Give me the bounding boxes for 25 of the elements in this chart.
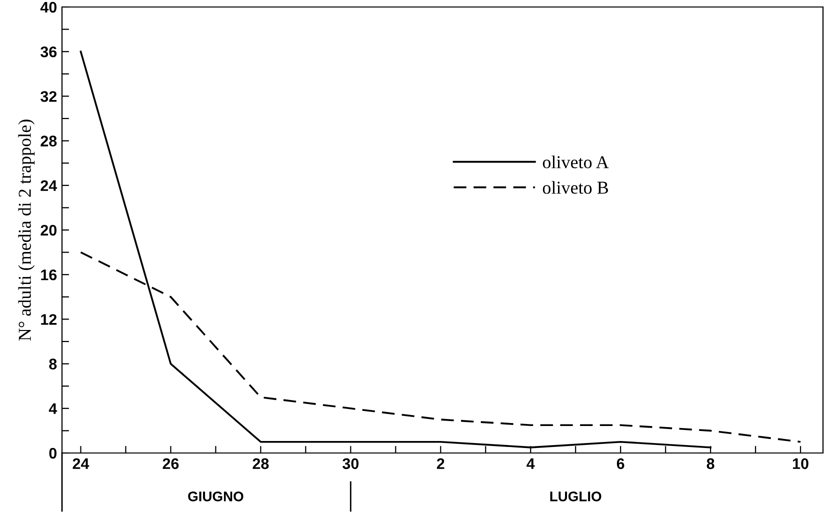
y-tick-label: 32 bbox=[40, 91, 57, 102]
y-tick-label: 8 bbox=[49, 358, 57, 370]
legend-label: oliveto B bbox=[542, 181, 608, 194]
y-tick-label: 28 bbox=[40, 136, 57, 146]
legend-label: oliveto A bbox=[542, 156, 609, 168]
x-tick-label: 4 bbox=[526, 458, 535, 469]
y-tick-label: 0 bbox=[49, 448, 57, 459]
text: GIUGNO bbox=[188, 491, 244, 502]
x-tick-label: 24 bbox=[72, 458, 90, 469]
x-tick-label: 26 bbox=[162, 458, 179, 470]
y-tick-label: 40 bbox=[40, 2, 57, 13]
y-tick-label: 36 bbox=[40, 46, 57, 58]
y-axis-title: N° adulti (media di 2 trappole) bbox=[18, 120, 35, 341]
x-tick-label: 2 bbox=[436, 458, 444, 469]
x-tick-label: 10 bbox=[792, 458, 808, 470]
x-tick-label: 30 bbox=[342, 458, 359, 470]
y-tick-label: 20 bbox=[40, 224, 57, 236]
y-tick-label: 16 bbox=[41, 269, 57, 280]
x-tick-label: 6 bbox=[616, 458, 624, 470]
y-tick-label: 24 bbox=[40, 180, 58, 191]
y-tick-label: 12 bbox=[41, 314, 57, 325]
x-tick-label: 8 bbox=[706, 458, 714, 470]
y-tick-label: 4 bbox=[48, 403, 58, 414]
text: LUGLIO bbox=[550, 491, 602, 502]
x-tick-label: 28 bbox=[252, 458, 269, 470]
